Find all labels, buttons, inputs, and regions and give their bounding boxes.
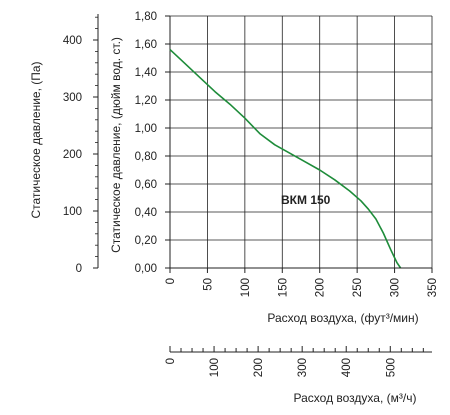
m3h-tick-label: 500 [385,358,397,377]
cfm-tick-label: 300 [390,278,402,297]
pa-tick-label: 400 [63,35,82,47]
cfm-tick-label: 50 [202,278,214,291]
pa-tick-label: 100 [63,206,82,218]
inwg-tick-label: 0,40 [135,207,157,219]
inwg-tick-label: 0,60 [135,179,157,191]
inwg-tick-label: 0,00 [135,263,157,275]
inwg-tick-label: 0,80 [135,151,157,163]
inwg-tick-label: 1,80 [135,11,157,23]
curve-layer [169,49,402,269]
pa-tick-label: 200 [63,149,82,161]
cfm-tick-label: 200 [315,278,327,297]
pa-tick-label: 0 [76,263,82,275]
m3h-tick-label: 300 [297,358,309,377]
series-label: ВКМ 150 [281,193,331,207]
m3h-tick-label: 200 [253,358,265,377]
pa-axis: 0 100 200 300 400 [63,14,99,275]
cfm-tick-label: 350 [427,278,439,297]
cfm-axis-title: Расход воздуха, (фут³/мин) [267,311,418,325]
plot-grid [170,15,433,269]
m3h-axis-title: Расход воздуха, (м³/ч) [294,391,417,405]
inwg-tick-label: 0,20 [135,235,157,247]
inwg-tick-label: 1,60 [135,39,157,51]
cfm-tick-label: 150 [277,278,289,297]
m3h-tick-label: 400 [341,358,353,377]
pa-tick-label: 300 [63,92,82,104]
pa-axis-title: Статическое давление, (Па) [29,61,43,218]
cfm-tick-label: 100 [240,278,252,297]
m3h-tick-label: 0 [165,358,177,364]
cfm-axis: 0 50 100 150 200 250 300 350 [165,267,439,297]
bkm-150-curve [169,49,402,269]
inwg-axis-title: Статическое давление, (дюйм вод. ст.) [109,37,123,253]
inwg-tick-label: 1,00 [135,123,157,135]
inwg-tick-label: 1,20 [135,95,157,107]
inwg-axis: 0,00 0,20 0,40 0,60 0,80 1,00 1,20 1,40 1,60 1,80 [135,11,170,275]
m3h-axis: 0 100 200 300 400 500 [165,346,432,377]
cfm-tick-label: 0 [165,278,177,284]
cfm-tick-label: 250 [352,278,364,297]
m3h-tick-label: 100 [209,358,221,377]
inwg-tick-label: 1,40 [135,67,157,79]
